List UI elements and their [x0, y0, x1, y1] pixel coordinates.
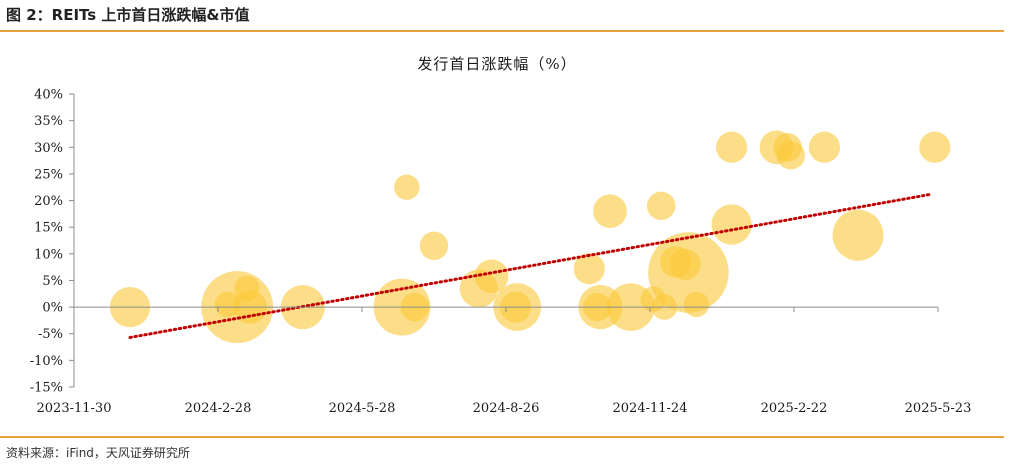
- x-tick-label: 2024-2-28: [185, 401, 252, 416]
- y-tick-label: 20%: [34, 194, 63, 209]
- x-tick-label: 2025-2-22: [761, 401, 828, 416]
- x-tick-label: 2024-5-28: [329, 401, 396, 416]
- bubble-point-31: [808, 131, 840, 163]
- bubble-point-24: [648, 232, 729, 313]
- x-tick-label: 2024-8-26: [473, 401, 540, 416]
- bubble-point-30: [776, 141, 806, 170]
- source-note: 资料来源：iFind，天风证券研究所: [6, 446, 190, 460]
- y-tick-label: 30%: [34, 141, 63, 156]
- bubble-point-26: [711, 204, 752, 245]
- figure-title: 图 2：REITs 上市首日涨跌幅&市值: [6, 6, 250, 24]
- y-tick-label: 15%: [34, 221, 63, 236]
- bubble-point-20: [646, 191, 676, 221]
- bubble-point-25: [683, 291, 710, 318]
- y-tick-label: -5%: [38, 327, 63, 342]
- top-rule: [0, 30, 1004, 32]
- bubble-point-7: [394, 174, 420, 200]
- bubble-layer: [109, 130, 951, 344]
- bubble-point-32: [832, 209, 884, 261]
- bubble-point-27: [716, 131, 748, 163]
- bubble-point-33: [919, 131, 951, 163]
- bubble-point-17: [593, 194, 627, 229]
- y-tick-label: -15%: [30, 381, 63, 396]
- trendline: [128, 192, 934, 339]
- y-tick-label: 40%: [34, 88, 63, 103]
- bottom-rule: [0, 436, 1004, 438]
- y-tick-label: -10%: [30, 354, 63, 369]
- axes-layer: -15% -10% -5% 0% 5% 10% 15% 20% 25% 30% 35% 40% 2023…: [30, 88, 972, 417]
- x-tick-label: 2023-11-30: [37, 401, 112, 416]
- trendline-layer: [128, 192, 934, 339]
- y-tick-label: 0%: [42, 301, 63, 316]
- y-tick-label: 10%: [34, 247, 63, 262]
- y-tick-label: 5%: [42, 274, 63, 289]
- bubble-point-14: [573, 253, 605, 285]
- chart-title: 发行首日涨跌幅（%）: [417, 55, 576, 73]
- bubble-point-9: [419, 231, 449, 261]
- x-tick-label: 2024-11-24: [613, 401, 688, 416]
- x-tick-label: 2025-5-23: [905, 401, 972, 416]
- bubble-point-11: [474, 259, 509, 294]
- y-tick-label: 35%: [34, 114, 63, 129]
- y-tick-label: 25%: [34, 167, 63, 182]
